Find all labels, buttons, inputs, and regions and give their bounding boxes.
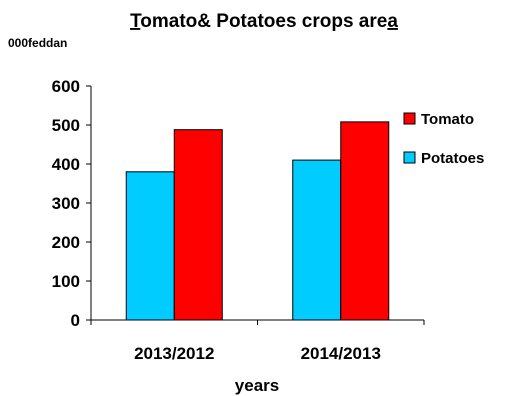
x-axis-label: years [235, 376, 279, 395]
y-tick-label: 600 [52, 77, 80, 96]
legend-swatch-tomato [404, 113, 415, 124]
chart-title-text: omato& Potatoes crops are [140, 11, 387, 32]
bar-potatoes-1 [126, 172, 174, 320]
y-tick-label: 500 [52, 116, 80, 135]
x-category-label: 2013/2012 [134, 344, 214, 363]
y-tick-label: 300 [52, 194, 80, 213]
y-tick-label: 400 [52, 155, 80, 174]
legend: Tomato Potatoes [404, 111, 484, 167]
y-tick-label: 200 [52, 233, 80, 252]
chart-title: Tomato& Potatoes crops area [130, 11, 398, 32]
y-tick-label: 0 [71, 311, 80, 330]
unit-label: 000feddan [8, 36, 67, 50]
x-category-label: 2014/2013 [301, 344, 381, 363]
bar-tomato-2 [341, 122, 389, 320]
legend-swatch-potatoes [404, 152, 415, 163]
legend-label-tomato: Tomato [421, 111, 474, 128]
legend-label-potatoes: Potatoes [421, 150, 484, 167]
chart-title-last-letter: a [387, 11, 398, 32]
y-tick-label: 100 [52, 272, 80, 291]
bar-tomato-1 [174, 130, 222, 320]
plot-area: 0 100 200 300 400 500 600 2013/2012 2014/2013 [52, 77, 424, 363]
bar-potatoes-2 [293, 160, 341, 320]
